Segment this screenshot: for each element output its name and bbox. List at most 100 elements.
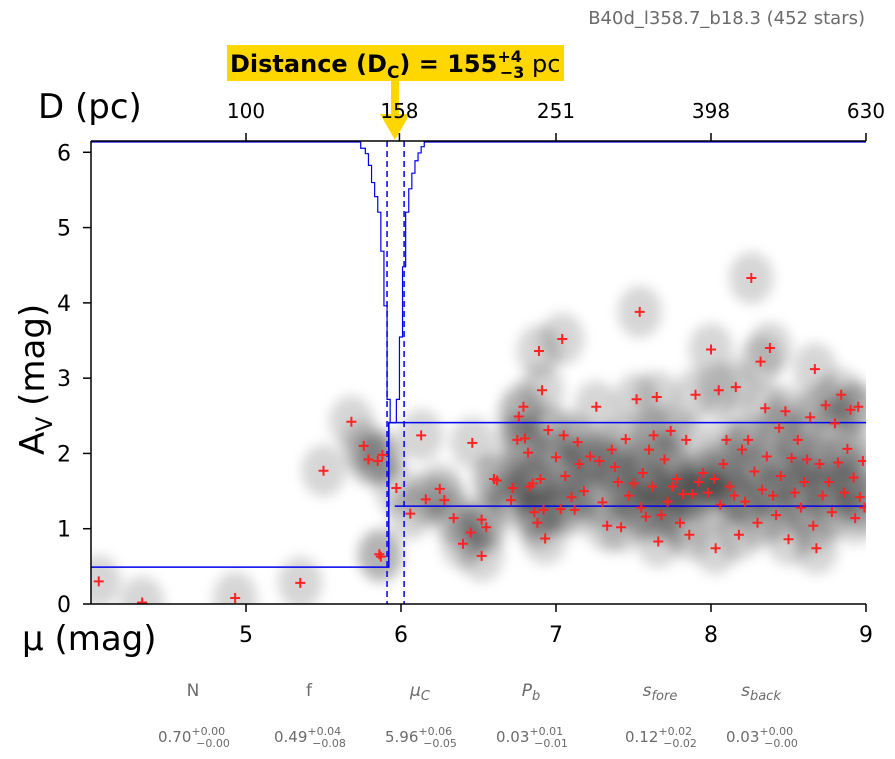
star-marker [774, 422, 785, 433]
star-markers [93, 273, 866, 604]
star-marker [527, 478, 538, 489]
star-marker [656, 510, 667, 521]
star-marker [512, 434, 523, 445]
parameter-table: N 0.70+0.00 −0.00 f 0.49+0.04 −0.08 μC 5.96+0.0… [158, 681, 798, 750]
star-marker [591, 401, 602, 412]
star-marker [845, 404, 856, 415]
star-marker [702, 487, 713, 498]
star-marker [439, 495, 450, 506]
x-tick-label: 5 [239, 623, 253, 648]
top-tick-label: 398 [692, 99, 730, 123]
star-marker [481, 522, 492, 533]
top-tick-label: 158 [380, 99, 418, 123]
star-marker [609, 461, 620, 472]
star-marker [518, 401, 529, 412]
star-marker [724, 481, 735, 492]
star-marker [675, 517, 685, 528]
star-marker [574, 458, 585, 469]
star-marker [808, 520, 819, 531]
star-marker [537, 385, 548, 396]
star-marker [809, 364, 820, 375]
star-marker [715, 499, 726, 510]
star-marker [743, 434, 754, 445]
star-marker [363, 454, 374, 465]
star-marker [540, 533, 551, 544]
star-marker [616, 522, 627, 533]
star-marker [543, 425, 554, 436]
star-marker [557, 333, 568, 344]
star-marker [533, 346, 544, 357]
y-tick-label: 6 [57, 141, 71, 166]
star-marker [771, 510, 782, 521]
star-marker [651, 391, 662, 402]
top-tick-label: 630 [847, 99, 885, 123]
star-marker [749, 466, 760, 477]
star-marker [647, 481, 658, 492]
parameter-value: 0.03+0.00 −0.00 [726, 725, 798, 750]
parameter-value: 0.12+0.02 −0.02 [625, 725, 697, 750]
top-tick-label: 251 [537, 99, 575, 123]
star-marker [594, 455, 605, 466]
star-marker [295, 577, 306, 588]
star-marker [775, 471, 786, 482]
x-tick-label: 9 [859, 623, 873, 648]
star-marker [690, 389, 701, 400]
star-marker [555, 504, 566, 515]
star-marker [377, 449, 388, 460]
star-marker [665, 425, 676, 436]
star-marker [740, 496, 751, 507]
star-marker [721, 434, 732, 445]
star-marker [640, 511, 651, 522]
y-tick-label: 4 [57, 292, 71, 317]
axes [90, 140, 866, 605]
star-marker [667, 481, 678, 492]
star-marker [783, 534, 794, 545]
star-marker [764, 343, 775, 354]
star-marker [613, 477, 623, 488]
y-axis-ticks: 0 1 2 3 4 5 6 [57, 141, 91, 618]
star-marker [733, 529, 744, 540]
star-marker [786, 452, 797, 463]
star-marker [811, 543, 822, 554]
star-marker [391, 483, 402, 494]
y-tick-label: 2 [57, 442, 71, 467]
star-marker [814, 458, 825, 469]
parameter-value: 5.96+0.06 −0.05 [385, 725, 457, 750]
chart-subtitle: B40d_l358.7_b18.3 (452 stars) [588, 8, 865, 29]
star-marker [757, 484, 768, 495]
star-marker [799, 477, 809, 488]
star-marker [476, 550, 487, 561]
density-map [91, 252, 866, 604]
star-marker [653, 536, 664, 547]
star-marker [802, 454, 813, 465]
top-tick-label: 100 [227, 99, 265, 123]
star-marker [729, 490, 740, 501]
star-marker [492, 475, 503, 486]
star-marker [93, 576, 104, 587]
star-marker [420, 494, 431, 505]
star-marker [848, 472, 859, 483]
star-marker [318, 465, 329, 476]
star-marker [842, 443, 853, 454]
star-marker [569, 504, 580, 515]
star-marker [507, 483, 518, 494]
star-marker [710, 543, 721, 554]
star-marker [644, 444, 654, 455]
star-marker [578, 486, 589, 497]
star-marker [585, 451, 596, 462]
star-marker [230, 592, 241, 603]
parameter-value: 0.49+0.04 −0.08 [274, 725, 346, 750]
parameter-value: 0.70+0.00 −0.00 [158, 725, 230, 750]
star-marker [681, 434, 692, 445]
star-marker [854, 492, 865, 503]
star-marker [520, 433, 530, 444]
x-tick-label: 8 [704, 623, 718, 648]
star-marker [465, 527, 476, 538]
star-marker [857, 455, 866, 466]
star-marker [513, 411, 524, 422]
star-marker [805, 412, 816, 423]
star-marker [623, 490, 634, 501]
star-marker [648, 430, 659, 441]
star-marker [789, 487, 800, 498]
